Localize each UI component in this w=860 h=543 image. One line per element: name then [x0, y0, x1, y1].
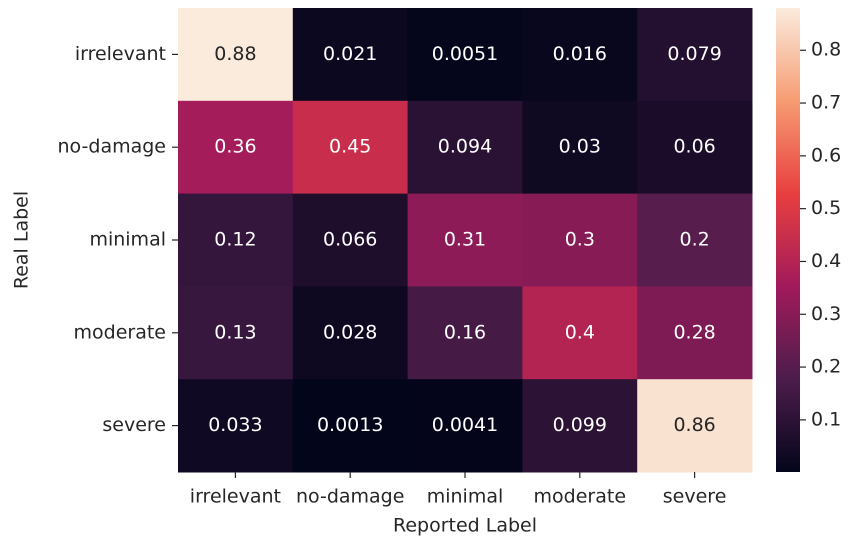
cell-label: 0.36 [214, 136, 256, 158]
heatmap-cell [292, 193, 409, 287]
x-tick-label: minimal [427, 486, 504, 508]
heatmap-cell [522, 100, 638, 195]
cell-label: 0.31 [444, 229, 486, 251]
cell-label: 0.028 [323, 321, 377, 343]
colorbar-tick-label: 0.7 [811, 92, 841, 114]
heatmap-cell [178, 193, 294, 287]
x-tick-label: irrelevant [190, 486, 281, 508]
x-tick-label: moderate [534, 486, 626, 508]
cell-label: 0.86 [673, 414, 715, 436]
heatmap-cell [637, 8, 753, 102]
heatmap-cell [178, 379, 294, 473]
heatmap-cell [522, 379, 638, 473]
heatmap-cell [522, 8, 638, 102]
cell-label: 0.16 [444, 321, 486, 343]
cell-label: 0.2 [679, 229, 709, 251]
y-tick-label: severe [102, 414, 166, 436]
cell-label: 0.45 [329, 136, 371, 158]
heatmap-cell [292, 286, 409, 380]
colorbar-tick-label: 0.1 [811, 408, 841, 430]
heatmap-cell [407, 100, 523, 195]
heatmap-cell [637, 286, 753, 380]
cell-label: 0.3 [565, 229, 595, 251]
colorbar-tick-label: 0.6 [811, 144, 841, 166]
heatmap-cell [407, 286, 523, 380]
cell-label: 0.0041 [432, 414, 498, 436]
heatmap-cell [292, 100, 409, 195]
cell-label: 0.0013 [317, 414, 383, 436]
heatmap-cell [407, 8, 523, 102]
heatmap-cell [637, 379, 753, 473]
heatmap-cell [178, 286, 294, 380]
colorbar-tick-label: 0.2 [811, 356, 841, 378]
heatmap-cell [522, 286, 638, 380]
cell-label: 0.0051 [432, 43, 498, 65]
heatmap-cell [407, 193, 523, 287]
cell-label: 0.88 [214, 43, 256, 65]
heatmap-cell [637, 193, 753, 287]
colorbar [776, 8, 800, 472]
cell-label: 0.033 [208, 414, 262, 436]
cell-label: 0.28 [673, 321, 715, 343]
x-axis-label: Reported Label [393, 515, 537, 537]
heatmap-cell [407, 379, 523, 473]
heatmap-cell [522, 193, 638, 287]
cell-label: 0.016 [553, 43, 607, 65]
cell-label: 0.021 [323, 43, 377, 65]
y-tick-label: no-damage [58, 136, 166, 158]
y-tick-label: irrelevant [75, 43, 166, 65]
cell-label: 0.12 [214, 229, 256, 251]
colorbar-tick-label: 0.8 [811, 39, 841, 61]
heatmap-cell [292, 379, 409, 473]
x-tick-label: no-damage [296, 486, 404, 508]
heatmap-cell [637, 100, 753, 195]
x-tick-label: severe [663, 486, 727, 508]
cell-label: 0.03 [559, 136, 601, 158]
y-axis-label: Real Label [11, 191, 33, 289]
colorbar-tick-label: 0.4 [811, 250, 841, 272]
cell-label: 0.13 [214, 321, 256, 343]
cell-label: 0.4 [565, 321, 595, 343]
heatmap-cell [178, 100, 294, 195]
y-tick-label: moderate [74, 321, 166, 343]
cell-label: 0.094 [438, 136, 492, 158]
cell-label: 0.06 [673, 136, 715, 158]
colorbar-tick-label: 0.5 [811, 197, 841, 219]
heatmap-cell [178, 8, 294, 102]
cell-label: 0.099 [553, 414, 607, 436]
colorbar-tick-label: 0.3 [811, 303, 841, 325]
cell-label: 0.066 [323, 229, 377, 251]
cell-label: 0.079 [667, 43, 721, 65]
y-tick-label: minimal [89, 229, 166, 251]
heatmap-cell [292, 8, 409, 102]
